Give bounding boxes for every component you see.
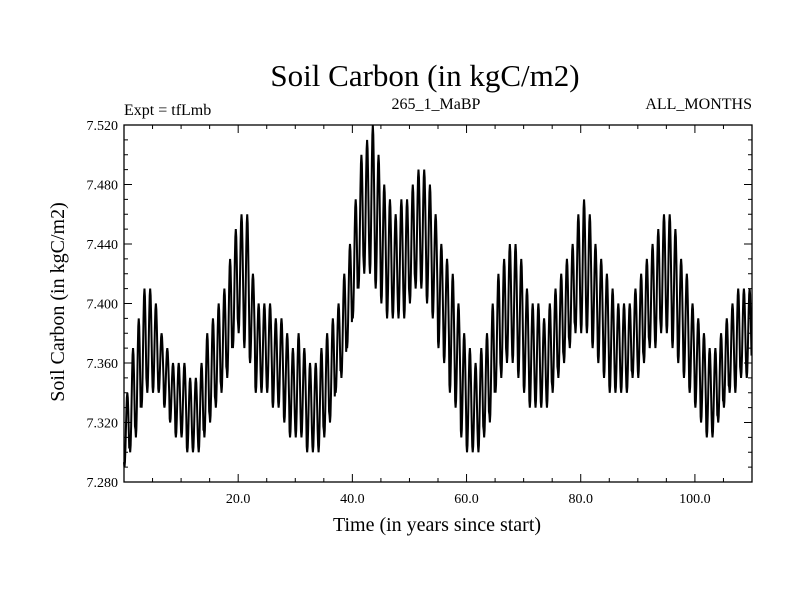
y-tick-label: 7.280 xyxy=(87,476,119,491)
x-ticks: 20.0 40.0 60.0 80.0 100.0 xyxy=(152,125,724,507)
y-tick-label: 7.480 xyxy=(87,179,119,194)
x-axis-label: Time (in years since start) xyxy=(333,514,541,536)
y-tick-label: 7.320 xyxy=(87,417,119,432)
x-tick-label: 40.0 xyxy=(340,492,365,507)
y-tick-label: 7.520 xyxy=(87,119,119,134)
plot-frame xyxy=(123,124,753,483)
x-tick-label: 60.0 xyxy=(454,492,479,507)
period-label: 265_1_MaBP xyxy=(392,96,481,113)
y-axis-label: Soil Carbon (in kgC/m2) xyxy=(47,202,69,401)
experiment-label: Expt = tfLmb xyxy=(124,102,211,119)
series-line xyxy=(123,124,753,468)
months-label: ALL_MONTHS xyxy=(645,96,752,113)
y-tick-label: 7.360 xyxy=(87,357,119,372)
y-ticks: 7.280 7.320 7.360 7.400 7.440 7.480 7.520 xyxy=(87,119,752,491)
x-tick-label: 80.0 xyxy=(568,492,593,507)
x-tick-label: 100.0 xyxy=(679,492,711,507)
y-tick-label: 7.400 xyxy=(87,298,119,313)
y-tick-label: 7.440 xyxy=(87,238,119,253)
chart-title: Soil Carbon (in kgC/m2) xyxy=(270,58,579,93)
x-tick-label: 20.0 xyxy=(226,492,251,507)
